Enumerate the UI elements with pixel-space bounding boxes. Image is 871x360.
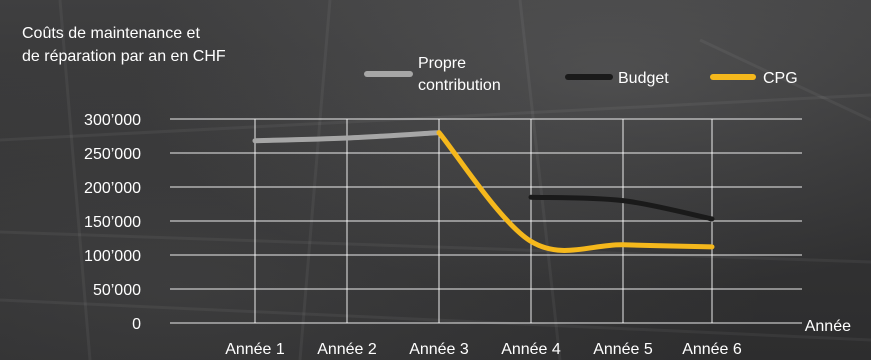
legend-label-propre-line-2: contribution [418, 77, 501, 94]
legend-label-cpg: CPG [763, 70, 798, 87]
x-tick-label-annee-6: Année 6 [682, 341, 742, 358]
y-tick-label-200-000: 200’000 [84, 180, 141, 197]
y-tick-label-250-000: 250’000 [84, 146, 141, 163]
background-beam [518, 0, 562, 360]
x-tick-label-annee-3: Année 3 [409, 341, 469, 358]
x-axis-label: Année [805, 318, 851, 335]
series-line-budget [528, 194, 715, 222]
background-beam [699, 38, 871, 122]
legend: Propre contribution Budget CPG [364, 55, 798, 94]
chart-title-line-1: Coûts de maintenance et [22, 25, 200, 42]
background-beam [0, 230, 871, 264]
x-tick-label-annee-4: Année 4 [501, 341, 561, 358]
y-axis-tick-labels: 0 50’000 100’000 150’000 200’000 250’000 300’0… [84, 112, 141, 333]
series-line-propre-contribution [252, 130, 442, 144]
gridlines [170, 118, 802, 324]
x-axis-tick-labels: Année 1 Année 2 Année 3 Année 4 Année 5 Année… [225, 341, 742, 358]
x-tick-label-annee-2: Année 2 [317, 341, 377, 358]
legend-label-propre-line-1: Propre [418, 55, 466, 72]
y-tick-label-100-000: 100’000 [84, 248, 141, 265]
chart-title-line-2: de réparation par an en CHF [22, 48, 226, 65]
x-tick-label-annee-1: Année 1 [225, 341, 285, 358]
y-tick-label-300-000: 300’000 [84, 112, 141, 129]
y-tick-label-150-000: 150’000 [84, 214, 141, 231]
background-beam [0, 93, 871, 142]
background-beam [58, 0, 92, 360]
series-line-cpg [436, 130, 715, 253]
y-tick-label-0: 0 [132, 316, 141, 333]
legend-label-budget: Budget [618, 70, 669, 87]
background-beam [0, 298, 871, 342]
background-beam [298, 0, 332, 360]
data-series [252, 130, 715, 253]
x-tick-label-annee-5: Année 5 [593, 341, 653, 358]
y-tick-label-50-000: 50’000 [93, 282, 141, 299]
